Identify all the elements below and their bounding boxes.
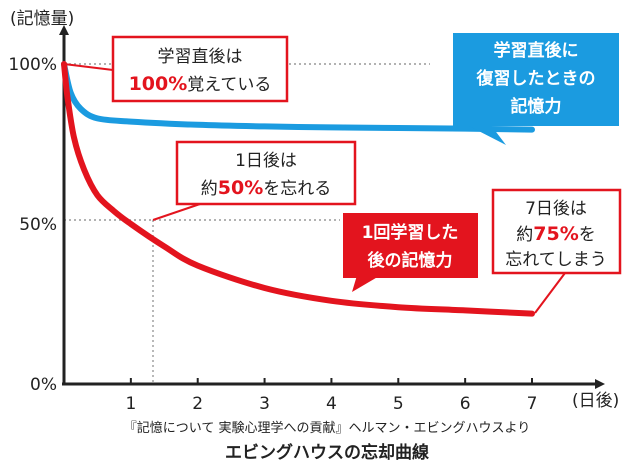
annotation-day1-value: 50% — [218, 177, 263, 199]
svg-text:100%覚えている: 100%覚えている — [129, 73, 272, 95]
label-once-line1: 1回学習した — [362, 222, 459, 243]
annotation-day1-post: を忘れる — [263, 179, 331, 199]
label-review-line1: 学習直後に — [494, 40, 579, 61]
y-tick-label: 0% — [30, 375, 57, 395]
label-review-memory: 学習直後に 復習したときの 記憶力 — [453, 33, 619, 145]
y-tick-label: 100% — [8, 55, 57, 75]
annotation-day1-pre: 約 — [201, 179, 218, 199]
x-tick-label: 3 — [259, 394, 270, 414]
annotation-day1-line1: 1日後は — [235, 151, 297, 171]
label-once-memory: 1回学習した 後の記憶力 — [343, 213, 478, 292]
annotation-day1: 1日後は 約50%を忘れる — [152, 140, 357, 221]
x-tick-label: 2 — [192, 394, 203, 414]
annotation-day7: 7日後は 約75%を 忘れてしまう — [491, 188, 622, 314]
svg-text:約50%を忘れる: 約50%を忘れる — [201, 177, 331, 199]
annotation-day7-pre: 約 — [516, 225, 533, 245]
y-axis-label: (記憶量) — [10, 9, 74, 29]
x-tick-label: 7 — [527, 394, 538, 414]
source-citation: 『記憶について 実験心理学への貢献』ヘルマン・エビングハウスより — [124, 420, 530, 436]
annotation-after-learning-rest: 覚えている — [187, 75, 271, 95]
annotation-day7-line3: 忘れてしまう — [505, 250, 607, 270]
label-review-line2: 復習したときの — [476, 68, 596, 89]
annotation-after-learning: 学習直後は 100%覚えている — [63, 35, 289, 103]
series-line-once — [61, 61, 535, 317]
label-review-line3: 記憶力 — [511, 96, 562, 117]
x-tick-label: 4 — [326, 394, 337, 414]
annotation-after-learning-line1: 学習直後は — [158, 47, 243, 67]
annotation-day7-value: 75% — [533, 223, 578, 245]
x-axis-label: (日後) — [572, 391, 619, 411]
label-once-line2: 後の記憶力 — [368, 250, 453, 271]
annotation-day7-line1: 7日後は — [525, 199, 587, 219]
series-line-review — [61, 61, 535, 133]
svg-text:約75%を: 約75%を — [516, 223, 595, 245]
x-tick-label: 5 — [393, 394, 404, 414]
y-tick-label: 50% — [19, 215, 57, 235]
annotation-day7-post: を — [579, 225, 596, 245]
x-tick-label: 6 — [460, 394, 471, 414]
annotation-after-learning-value: 100% — [129, 73, 188, 95]
x-tick-label: 1 — [125, 394, 136, 414]
chart-caption: エビングハウスの忘却曲線 — [225, 442, 429, 463]
